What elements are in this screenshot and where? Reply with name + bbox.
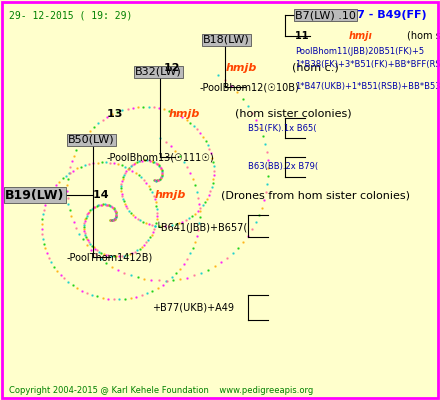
Text: 12: 12 [164,63,183,73]
Text: -PoolBhom13(☉111☉): -PoolBhom13(☉111☉) [107,152,215,162]
Text: 13: 13 [107,109,126,119]
Text: B51(FK).1x B65(: B51(FK).1x B65( [248,124,316,132]
Text: └B641(JBB)+B657(: └B641(JBB)+B657( [155,221,247,233]
Text: hmjb: hmjb [168,109,200,119]
Text: B32(LW): B32(LW) [135,67,182,77]
Text: B50(LW): B50(LW) [68,135,115,145]
Text: 14: 14 [93,190,113,200]
Text: -PoolBhom12(☉10B): -PoolBhom12(☉10B) [200,82,300,92]
Text: G7 - B49(FF): G7 - B49(FF) [348,10,427,20]
Text: 29- 12-2015 ( 19: 29): 29- 12-2015 ( 19: 29) [9,10,132,20]
Text: +B77(UKB)+A49: +B77(UKB)+A49 [152,303,234,313]
Text: B19(LW): B19(LW) [5,188,64,202]
Text: 1*B47(UKB)+1*B51(RSB)+BB*B53: 1*B47(UKB)+1*B51(RSB)+BB*B53 [295,82,440,92]
Text: -PoolThom1412B): -PoolThom1412B) [67,252,153,262]
Text: hmjı: hmjı [348,31,373,41]
Text: 11: 11 [295,31,312,41]
Text: (hom c.): (hom c.) [292,63,339,73]
Text: PoolBhom11(JBB)20B51(FK)+5: PoolBhom11(JBB)20B51(FK)+5 [295,48,424,56]
Text: (Drones from hom sister colonies): (Drones from hom sister colonies) [221,190,410,200]
Text: B18(LW): B18(LW) [203,35,250,45]
Text: (hom sister colonies): (hom sister colonies) [235,109,352,119]
Text: (hom sister colonies): (hom sister colonies) [407,31,440,41]
Text: B63(BB).2x B79(: B63(BB).2x B79( [248,162,318,172]
Text: hmjb: hmjb [225,63,257,73]
Text: hmjb: hmjb [154,190,186,200]
Text: 1*B38(FK)+3*B51(FK)+BB*BFF(RS: 1*B38(FK)+3*B51(FK)+BB*BFF(RS [295,60,440,70]
Text: Copyright 2004-2015 @ Karl Kehele Foundation    www.pedigreeapis.org: Copyright 2004-2015 @ Karl Kehele Founda… [9,386,313,395]
Text: B7(LW) .10: B7(LW) .10 [295,10,356,20]
